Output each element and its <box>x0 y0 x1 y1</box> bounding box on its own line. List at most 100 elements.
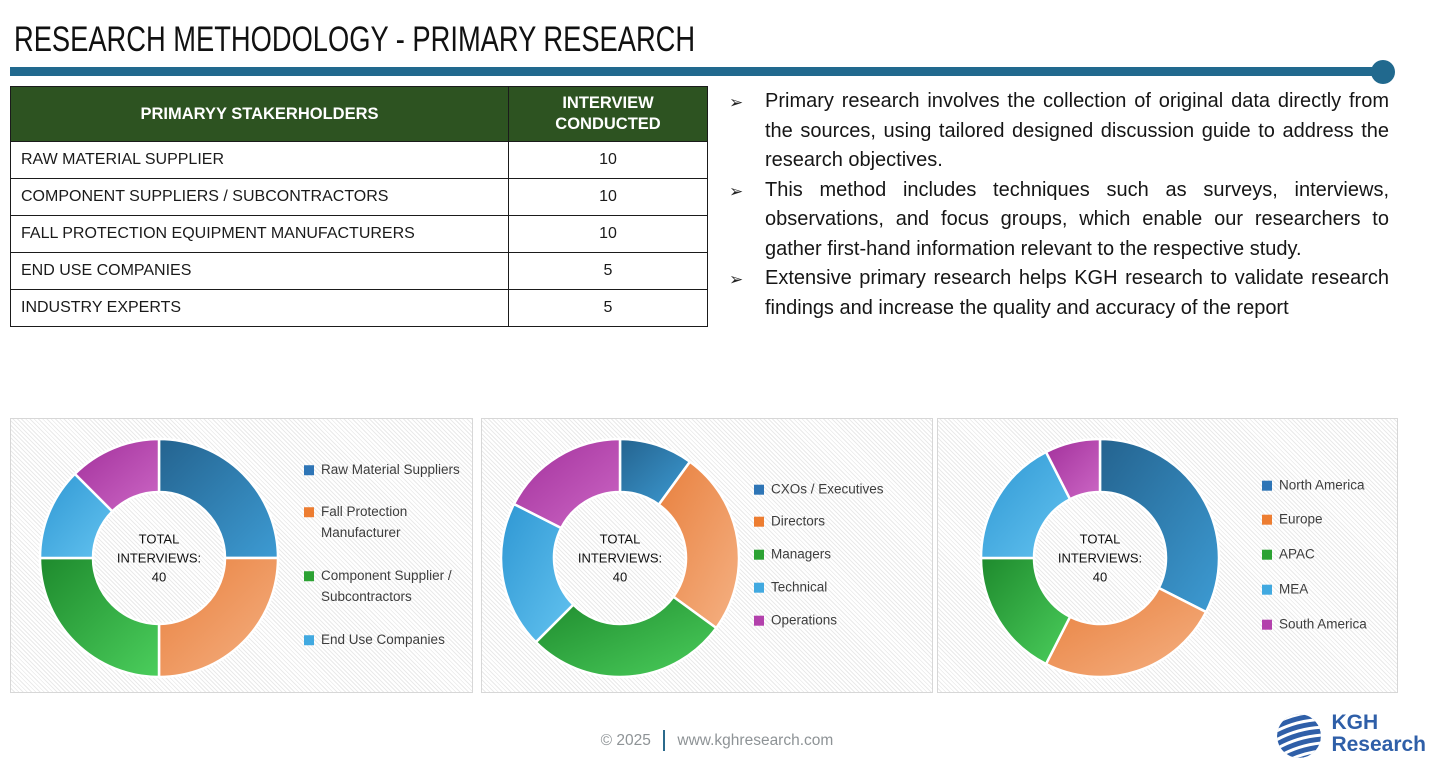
interviews-column-header: INTERVIEW CONDUCTED <box>508 86 708 142</box>
donut-slice-blue <box>157 437 280 560</box>
chart-legend: CXOs / Executives Directors Managers Techni… <box>754 479 926 632</box>
legend-marker-icon <box>304 464 314 475</box>
legend-label: MEA <box>1279 581 1309 597</box>
interviews-cell: 5 <box>508 289 708 327</box>
donut-slice-orange <box>1044 586 1208 679</box>
donut-chart: TOTAL INTERVIEWS: 40 <box>978 436 1222 680</box>
interviews-cell: 5 <box>508 252 708 290</box>
bullet-text: This method includes techniques such as … <box>765 178 1389 260</box>
center-label-line: INTERVIEWS: <box>116 550 202 566</box>
donut-center-label: TOTAL INTERVIEWS: 40 <box>550 530 690 587</box>
legend-item: Managers <box>754 545 926 566</box>
legend-label: Raw Material Suppliers <box>321 461 460 477</box>
donut-chart: TOTAL INTERVIEWS: 40 <box>498 436 742 680</box>
bullet-text: Primary research involves the collection… <box>765 90 1389 171</box>
interviews-cell: 10 <box>508 215 708 253</box>
legend-marker-icon <box>304 635 314 646</box>
donut-svg <box>38 437 280 679</box>
legend-item: Fall Protection Manufacturer <box>304 503 468 545</box>
table-header-row: PRIMARYY STAKERHOLDERS INTERVIEW CONDUCT… <box>10 86 708 142</box>
center-label-line: INTERVIEWS: <box>577 550 663 566</box>
stakeholder-table-body: RAW MATERIAL SUPPLIER 10 COMPONENT SUPPLIE… <box>10 141 708 327</box>
legend-marker-icon <box>1262 550 1272 561</box>
bullet-item: ➢ Extensive primary research helps KGH re… <box>729 264 1389 323</box>
center-label-line: TOTAL <box>599 531 641 547</box>
legend-label: Fall Protection Manufacturer <box>321 504 408 541</box>
donut-slice-magenta <box>73 437 161 513</box>
legend-marker-icon <box>754 615 764 626</box>
globe-icon <box>1277 714 1322 758</box>
legend-marker-icon <box>304 507 314 518</box>
legend-label: APAC <box>1279 547 1315 563</box>
donut-slice-magenta <box>1044 437 1102 501</box>
stakeholder-cell: COMPONENT SUPPLIERS / SUBCONTRACTORS <box>10 178 509 216</box>
legend-label: Component Supplier / Subcontractors <box>321 568 452 605</box>
donut-slice-orange <box>157 556 280 679</box>
stakeholder-table: PRIMARYY STAKERHOLDERS INTERVIEW CONDUCT… <box>10 86 708 327</box>
table-row: COMPONENT SUPPLIERS / SUBCONTRACTORS 10 <box>10 178 708 216</box>
legend-marker-icon <box>304 571 314 582</box>
legend-marker-icon <box>754 582 764 593</box>
center-label-line: 40 <box>612 569 628 585</box>
legend-item: Technical <box>754 578 926 599</box>
legend-label: Directors <box>771 514 826 530</box>
center-label-line: TOTAL <box>1079 531 1121 547</box>
stakeholder-cell: RAW MATERIAL SUPPLIER <box>10 141 509 179</box>
legend-label: North America <box>1279 477 1365 493</box>
charts-row: TOTAL INTERVIEWS: 40 Raw Material Suppliers… <box>0 418 1434 694</box>
legend-marker-icon <box>1262 515 1272 526</box>
legend-item: Operations <box>754 611 926 632</box>
donut-slice-green <box>38 556 161 679</box>
legend-marker-icon <box>1262 480 1272 491</box>
bullet-list: ➢ Primary research involves the collectio… <box>729 87 1389 323</box>
legend-item: MEA <box>1262 580 1394 601</box>
legend-marker-icon <box>754 550 764 561</box>
legend-item: Raw Material Suppliers <box>304 460 468 481</box>
website-link[interactable]: www.kghresearch.com <box>677 731 834 749</box>
page-title: RESEARCH METHODOLOGY - PRIMARY RESEARCH <box>14 20 696 59</box>
legend-label: South America <box>1279 616 1367 632</box>
stakeholder-cell: END USE COMPANIES <box>10 252 509 290</box>
footer-divider <box>662 730 666 751</box>
copyright-text: © 2025 <box>600 731 651 749</box>
legend-item: Europe <box>1262 510 1394 531</box>
donut-center-label: TOTAL INTERVIEWS: 40 <box>1030 530 1170 587</box>
interviews-cell: 10 <box>508 141 708 179</box>
donut-slice-green <box>534 595 718 679</box>
stakeholder-column-header: PRIMARYY STAKERHOLDERS <box>10 86 509 142</box>
legend-item: Directors <box>754 512 926 533</box>
logo-text: KGH Research <box>1331 712 1426 756</box>
bullet-item: ➢ Primary research involves the collectio… <box>729 87 1389 176</box>
center-label-line: 40 <box>1092 569 1108 585</box>
footer: © 2025 www.kghresearch.com <box>0 730 1434 751</box>
legend-item: End Use Companies <box>304 630 468 651</box>
bullet-arrow-icon: ➢ <box>729 93 744 112</box>
legend-marker-icon <box>1262 619 1272 630</box>
legend-marker-icon <box>754 484 764 495</box>
donut-slice-blue <box>1098 437 1221 614</box>
legend-label: Europe <box>1279 512 1323 528</box>
table-row: INDUSTRY EXPERTS 5 <box>10 289 708 327</box>
legend-marker-icon <box>754 517 764 528</box>
donut-slice-magenta <box>512 437 622 530</box>
legend-label: CXOs / Executives <box>771 481 884 497</box>
bullet-item: ➢ This method includes techniques such as… <box>729 176 1389 265</box>
table-row: RAW MATERIAL SUPPLIER 10 <box>10 141 708 179</box>
table-row: FALL PROTECTION EQUIPMENT MANUFACTURERS 1… <box>10 215 708 253</box>
donut-chart: TOTAL INTERVIEWS: 40 <box>37 436 281 680</box>
logo-line-1: KGH <box>1331 711 1379 734</box>
chart-legend: North America Europe APAC MEA South America <box>1262 475 1394 636</box>
donut-slice-orange <box>657 460 741 630</box>
center-label-line: TOTAL <box>138 531 180 547</box>
bullet-text: Extensive primary research helps KGH res… <box>765 267 1389 319</box>
legend-item: South America <box>1262 615 1394 636</box>
chart-legend: Raw Material Suppliers Fall Protection Ma… <box>304 460 468 652</box>
donut-panel-regions: TOTAL INTERVIEWS: 40 North America Europe APA… <box>937 418 1398 693</box>
interviews-cell: 10 <box>508 178 708 216</box>
donut-center-label: TOTAL INTERVIEWS: 40 <box>89 530 229 587</box>
legend-marker-icon <box>1262 584 1272 595</box>
table-row: END USE COMPANIES 5 <box>10 252 708 290</box>
accent-bar-end-dot <box>1371 60 1395 84</box>
kgh-logo: KGH Research <box>1274 706 1426 762</box>
donut-svg <box>979 437 1221 679</box>
